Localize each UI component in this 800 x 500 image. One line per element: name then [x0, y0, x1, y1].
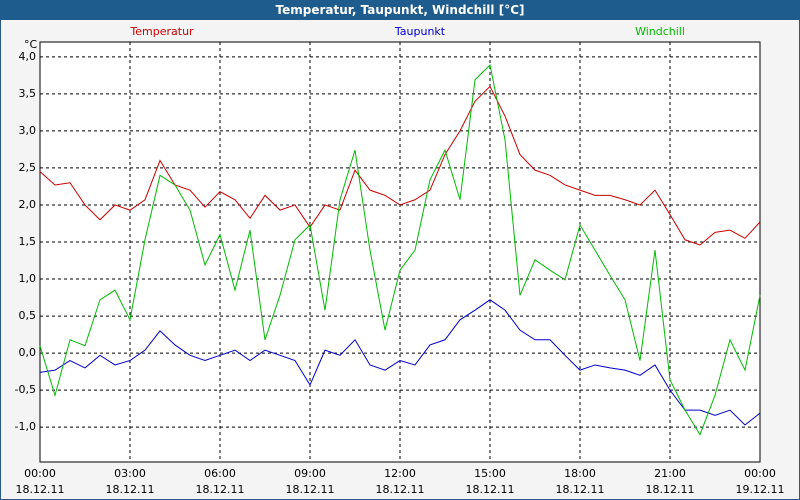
y-tick-label: 1,0: [19, 272, 37, 285]
legend-entry: Temperatur: [129, 25, 194, 38]
legend-entry: Taupunkt: [394, 25, 446, 38]
y-tick-label: 0,0: [19, 346, 37, 359]
y-tick-label: 3,0: [19, 124, 37, 137]
x-tick-date: 18.12.11: [286, 483, 335, 496]
y-unit: °C: [24, 38, 38, 51]
series-line: [39, 85, 761, 246]
series-line: [39, 63, 761, 436]
y-tick-label: 0,5: [19, 309, 37, 322]
x-tick-date: 18.12.11: [106, 483, 155, 496]
x-tick-label: 12:00: [384, 467, 416, 480]
x-tick-date: 18.12.11: [556, 483, 605, 496]
y-tick-label: -1,0: [15, 420, 36, 433]
x-tick-date: 18.12.11: [16, 483, 65, 496]
chart-title: Temperatur, Taupunkt, Windchill [°C]: [276, 3, 525, 17]
x-tick-label: 06:00: [204, 467, 236, 480]
y-tick-label: -0,5: [15, 383, 36, 396]
x-tick-label: 09:00: [294, 467, 326, 480]
x-tick-label: 03:00: [114, 467, 146, 480]
x-tick-label: 00:00: [744, 467, 776, 480]
x-tick-date: 18.12.11: [466, 483, 515, 496]
y-tick-label: 2,5: [19, 161, 37, 174]
x-tick-label: 00:00: [24, 467, 56, 480]
title-bar: [0, 0, 800, 20]
x-tick-date: 19.12.11: [736, 483, 785, 496]
x-tick-date: 18.12.11: [196, 483, 245, 496]
y-tick-label: 2,0: [19, 198, 37, 211]
x-tick-date: 18.12.11: [376, 483, 425, 496]
x-tick-date: 18.12.11: [646, 483, 695, 496]
y-tick-label: 3,5: [19, 87, 37, 100]
x-tick-label: 18:00: [564, 467, 596, 480]
x-tick-label: 15:00: [474, 467, 506, 480]
y-tick-label: 1,5: [19, 235, 37, 248]
series-line: [39, 299, 761, 426]
legend-entry: Windchill: [635, 25, 685, 38]
y-tick-label: 4,0: [19, 50, 37, 63]
x-tick-label: 21:00: [654, 467, 686, 480]
